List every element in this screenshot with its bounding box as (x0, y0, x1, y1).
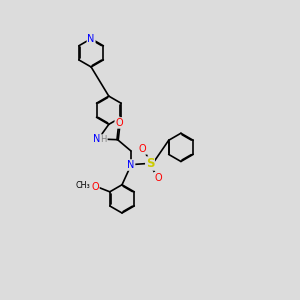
Text: O: O (91, 182, 99, 192)
Text: H: H (100, 135, 107, 144)
Text: S: S (146, 157, 154, 170)
Text: N: N (87, 34, 95, 44)
Text: N: N (127, 160, 134, 170)
Text: O: O (154, 173, 162, 183)
Text: O: O (115, 118, 123, 128)
Text: O: O (139, 144, 146, 154)
Text: N: N (93, 134, 101, 144)
Text: CH₃: CH₃ (75, 181, 90, 190)
